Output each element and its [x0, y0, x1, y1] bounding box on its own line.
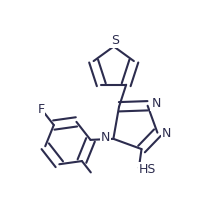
Text: HS: HS [139, 163, 157, 176]
Text: N: N [101, 131, 110, 144]
Text: S: S [111, 34, 119, 47]
Text: N: N [151, 97, 161, 110]
Text: F: F [37, 104, 45, 116]
Text: N: N [162, 127, 172, 140]
